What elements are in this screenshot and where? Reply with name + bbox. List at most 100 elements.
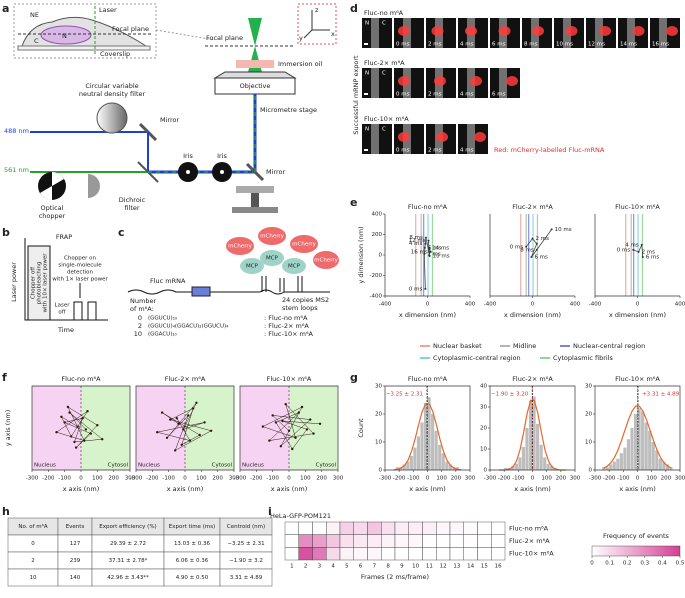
panel-label: f (2, 371, 7, 384)
region-label: Nucleus (34, 463, 56, 469)
label: Laser power (10, 262, 18, 302)
label: of m⁶A: (130, 305, 154, 313)
frame-label: 6 ms (492, 42, 506, 48)
nuclear-envelope (499, 68, 507, 98)
cell (367, 534, 382, 548)
trajectory (55, 406, 103, 448)
label: neutral density filter (79, 90, 146, 98)
bleach-pulse (27, 245, 51, 321)
panel-label: c (118, 226, 125, 239)
x-tick-label: 100 (436, 476, 447, 482)
label: mCherry (314, 258, 338, 264)
point (209, 429, 213, 432)
nuclear-envelope (371, 124, 379, 154)
point (68, 411, 71, 414)
label: 10 (134, 330, 142, 338)
legend-label: Cytoplasmic fibrils (553, 354, 613, 362)
y-tick-label: 30 (480, 405, 487, 411)
label: Number (130, 297, 156, 305)
y-tick-label: 40 (480, 384, 487, 390)
x-tick-label: 6 (359, 564, 363, 570)
laser-cone (248, 46, 262, 72)
x-tick-label: 10 (412, 564, 419, 570)
label: detection (67, 270, 93, 276)
table-cell-text: 10 (30, 575, 37, 581)
cell (408, 534, 423, 548)
point (191, 407, 195, 410)
nuclear-envelope (371, 68, 379, 98)
point (424, 236, 427, 239)
x-tick-label: 15 (481, 564, 488, 570)
cell (463, 547, 478, 561)
coverslip (17, 45, 151, 51)
point (300, 405, 304, 409)
bar (445, 461, 449, 470)
label: 488 nm (4, 127, 29, 135)
label: y (299, 34, 303, 42)
label: Fluc mRNA (150, 277, 186, 285)
label: Circular variable (85, 82, 138, 90)
label: MCP (288, 264, 301, 270)
cell (408, 521, 423, 535)
nc-label: N (365, 21, 369, 27)
label: : Fluc-2× m⁶A (264, 322, 309, 330)
y-axis-label: Count (357, 418, 365, 438)
point (177, 422, 180, 425)
cell (381, 521, 396, 535)
nuclear-envelope (371, 18, 379, 48)
chart-title: HeLa-GFP-POM121 (270, 512, 331, 520)
cell (422, 534, 437, 548)
chart-title: Fluc-2× m⁶A (512, 203, 553, 211)
point (297, 411, 300, 414)
x-axis-label: x axis (nm) (167, 485, 204, 493)
bar (655, 450, 659, 470)
x-tick-label: 11 (426, 564, 433, 570)
label: Coverslip (100, 50, 130, 58)
bar (532, 396, 536, 470)
x-axis-label: x axis (nm) (619, 485, 656, 493)
label: 24 copies MS2 (282, 296, 329, 304)
iris-hole (220, 170, 224, 174)
x-tick-label: 7 (373, 564, 377, 570)
x-tick-label: -300 (589, 476, 602, 482)
point (312, 432, 315, 435)
x-axis-label: x axis (nm) (514, 485, 551, 493)
frame-label: 12 ms (588, 42, 605, 48)
point (429, 250, 432, 253)
x-tick-label: 0 (636, 476, 640, 482)
x-tick-label: -100 (266, 476, 279, 482)
x-tick-label: 0 (183, 476, 187, 482)
x-tick-label: 5 (345, 564, 349, 570)
scale-bar (364, 93, 368, 95)
cell (408, 547, 423, 561)
x-tick-label: 2 (304, 564, 308, 570)
cell (326, 521, 341, 535)
bar (518, 457, 522, 470)
bar (644, 422, 648, 470)
cell (298, 534, 313, 548)
particle (398, 26, 410, 36)
frame-label: 8 ms (524, 42, 538, 48)
table-cell-text: 29.39 ± 2.72 (110, 541, 146, 547)
label: Focal plane (112, 25, 149, 33)
label: Focal plane (206, 34, 243, 42)
point-label: 8 ms (409, 235, 423, 241)
cell (312, 547, 327, 561)
point-label: 12 ms (409, 238, 426, 244)
point (309, 418, 312, 421)
point (89, 432, 93, 435)
label: NE (30, 11, 39, 19)
bar (455, 467, 459, 470)
bar (420, 422, 424, 470)
table-header-text: Centroid (nm) (227, 524, 265, 530)
cell (491, 534, 506, 548)
cell (326, 534, 341, 548)
particle (666, 26, 678, 36)
colorbar-tick-label: 0.3 (640, 561, 649, 567)
x-axis-label: Frames (2 ms/frame) (361, 573, 429, 581)
point (284, 403, 287, 406)
nd-filter (96, 102, 128, 134)
table-header-text: Export time (ms) (169, 524, 215, 530)
label: z (315, 6, 319, 14)
frame-label: 10 ms (556, 42, 573, 48)
